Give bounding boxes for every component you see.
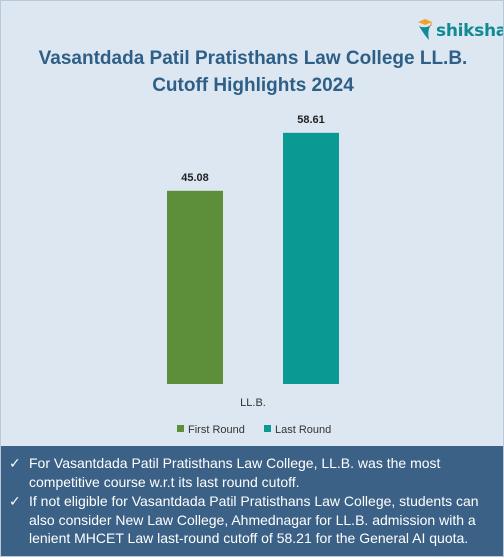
data-label-first-round: 45.08 — [181, 172, 209, 184]
legend-label-last-round: Last Round — [275, 424, 331, 436]
chart-title-line-2: Cutoff Highlights 2024 — [152, 75, 354, 96]
insight-item: ✓ For Vasantdada Patil Pratisthans Law C… — [9, 454, 499, 491]
x-tick-label: LL.B. — [240, 397, 266, 409]
bar-first-round — [167, 190, 223, 384]
insights-panel: ✓ For Vasantdada Patil Pratisthans Law C… — [1, 446, 503, 556]
insight-text: For Vasantdada Patil Pratisthans Law Col… — [29, 455, 441, 490]
bar-last-round — [283, 132, 339, 384]
brand-name: shiksha — [436, 21, 504, 41]
legend-swatch-first-round — [177, 425, 184, 432]
check-icon: ✓ — [9, 455, 21, 471]
insight-item: ✓ If not eligible for Vasantdada Patil P… — [9, 492, 499, 548]
legend-label-first-round: First Round — [188, 424, 245, 436]
check-icon: ✓ — [9, 493, 21, 509]
graduate-icon — [415, 16, 435, 42]
chart-title: Vasantdada Patil Pratisthans Law College… — [1, 45, 503, 99]
shiksha-logo: shiksha — [415, 15, 504, 43]
chart-title-line-1: Vasantdada Patil Pratisthans Law College… — [38, 48, 468, 69]
insight-text: If not eligible for Vasantdada Patil Pra… — [29, 493, 479, 546]
bar-chart: 45.08 58.61 LL.B. First Round Last Round — [167, 114, 339, 436]
data-label-last-round: 58.61 — [297, 114, 325, 126]
legend-swatch-last-round — [264, 425, 271, 432]
